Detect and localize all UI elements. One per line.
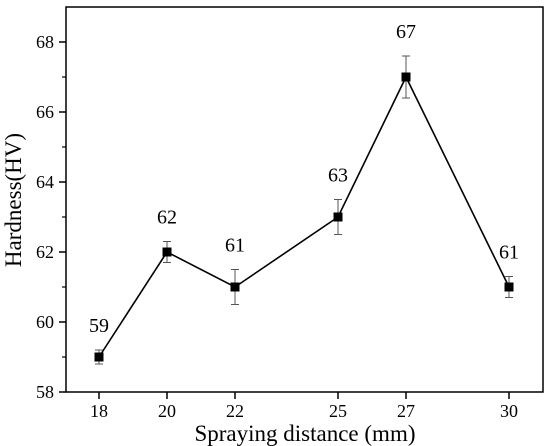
data-label: 62 [157,207,177,229]
data-label: 61 [499,242,519,264]
x-tick-label: 25 [329,401,347,421]
series-layer: 59 62 61 63 67 61 [89,21,519,365]
data-point-marker [94,352,104,362]
y-tick-label: 60 [36,312,54,332]
data-point-marker [504,282,514,292]
data-point-marker [230,282,240,292]
data-point-marker [333,212,343,222]
x-tick-label: 18 [90,401,108,421]
data-point-marker [162,247,172,257]
series-line [98,75,510,358]
data-label: 61 [225,235,245,257]
y-tick-label: 68 [36,32,54,52]
y-tick-label: 62 [36,242,54,262]
y-tick-label: 66 [36,102,54,122]
x-tick-label: 20 [158,401,176,421]
x-tick-label: 27 [397,401,415,421]
x-tick-label: 30 [500,401,518,421]
y-axis-title: Hardness(HV) [1,133,26,267]
data-label: 59 [89,315,109,337]
y-tick-label: 64 [36,172,54,192]
y-tick-label: 58 [36,382,54,402]
y-axis-ticks: 58 60 62 64 66 68 [36,32,66,402]
x-tick-label: 22 [226,401,244,421]
x-axis-title: Spraying distance (mm) [194,421,415,446]
data-point-marker [401,72,411,82]
x-axis-ticks: 18 20 22 25 27 30 [90,392,518,421]
plot-frame [65,6,544,393]
data-label: 67 [396,21,416,43]
data-label: 63 [328,165,348,187]
